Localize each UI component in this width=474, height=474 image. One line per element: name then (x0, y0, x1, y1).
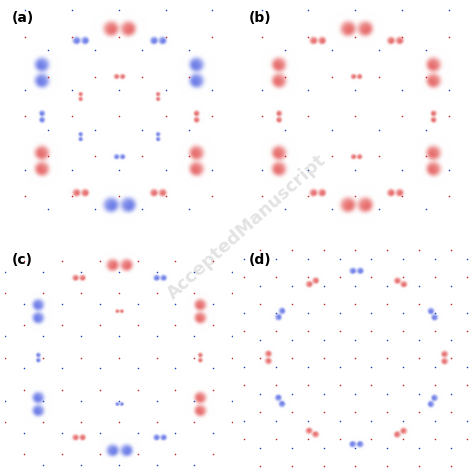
Text: (a): (a) (11, 11, 34, 26)
Text: (b): (b) (248, 11, 271, 26)
Text: AcceptedManuscript: AcceptedManuscript (164, 152, 329, 303)
Text: (c): (c) (11, 253, 33, 267)
Text: (d): (d) (248, 253, 271, 267)
